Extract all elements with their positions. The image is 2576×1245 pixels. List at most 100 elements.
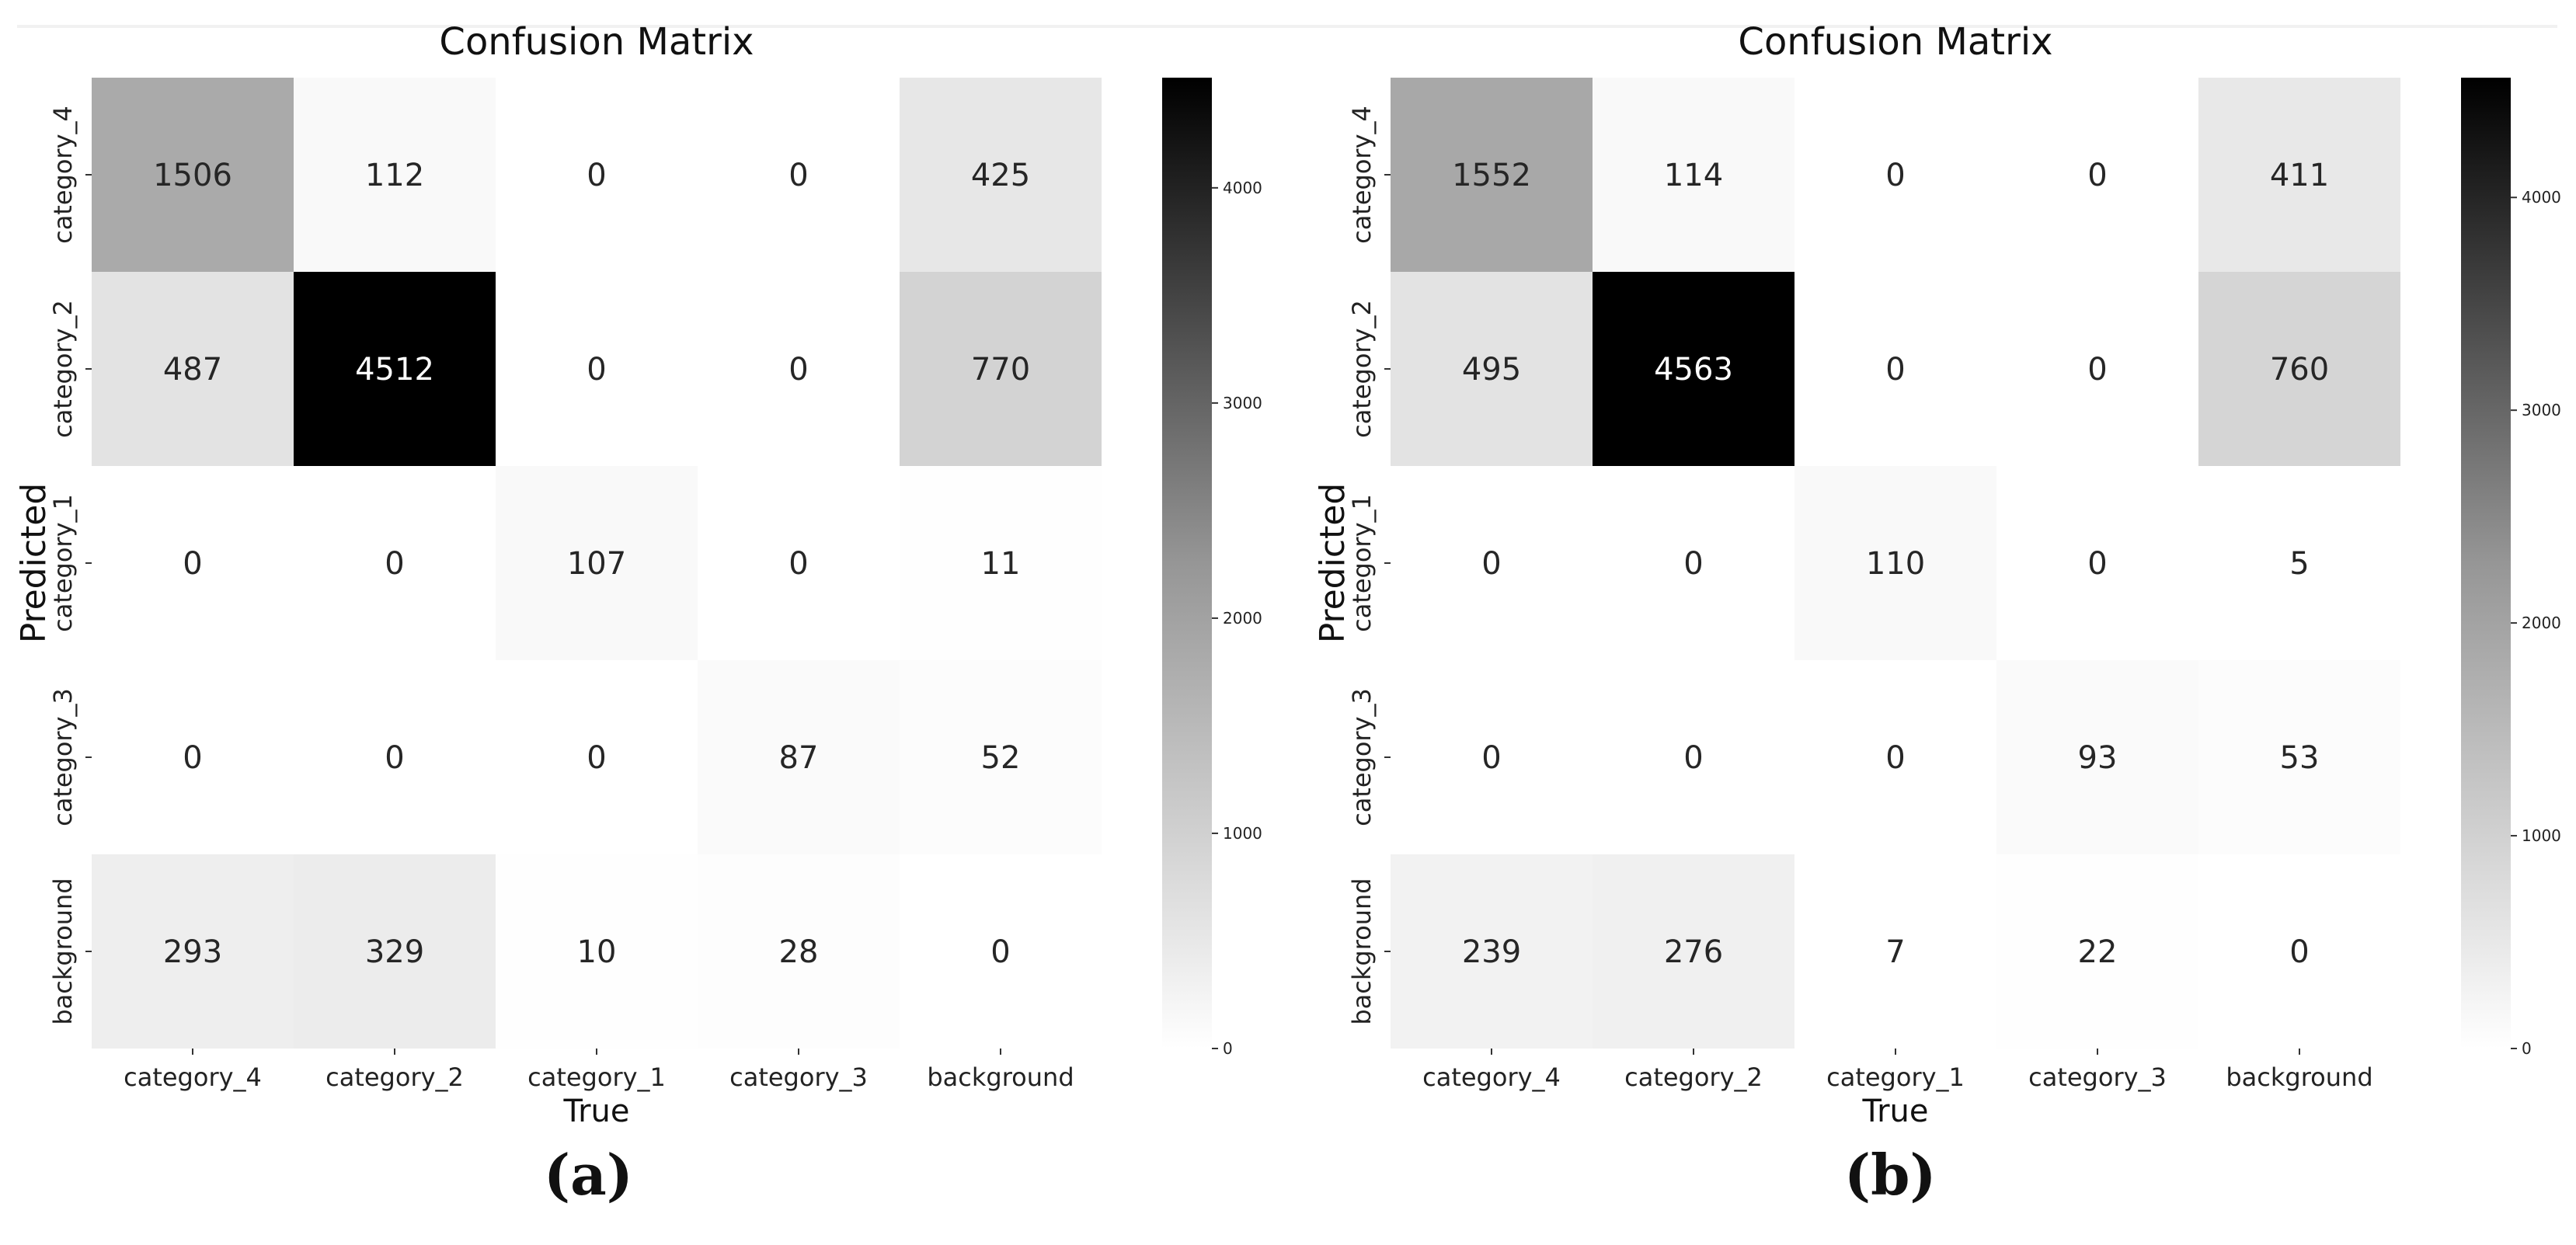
heatmap-cell xyxy=(1794,78,1996,272)
heatmap-cell xyxy=(1794,854,1996,1049)
y-tick-label: category_2 xyxy=(1347,300,1377,438)
y-axis-label: Predicted xyxy=(1313,483,1352,644)
cell-value-label: 107 xyxy=(567,546,626,582)
heatmap-cell xyxy=(1391,78,1593,272)
cell-value-label: 0 xyxy=(587,158,606,193)
cell-value-label: 1506 xyxy=(153,158,232,193)
y-tick-label: category_2 xyxy=(48,300,78,438)
cell-value-label: 52 xyxy=(981,740,1021,776)
colorbar xyxy=(2461,78,2511,1049)
x-tick-label: category_3 xyxy=(2028,1062,2167,1092)
chart-title: Confusion Matrix xyxy=(439,20,754,64)
top-rule xyxy=(17,25,2557,28)
colorbar-tick-label: 3000 xyxy=(1223,394,1262,412)
y-tick-label: background xyxy=(48,878,78,1024)
y-axis-label: Predicted xyxy=(14,483,54,644)
cell-value-label: 293 xyxy=(163,934,222,970)
cell-value-label: 0 xyxy=(587,740,606,776)
x-tick-label: category_4 xyxy=(1422,1062,1561,1092)
heatmap-cell xyxy=(294,466,496,660)
y-tick-label: category_4 xyxy=(1347,106,1377,244)
cell-value-label: 0 xyxy=(2087,158,2107,193)
heatmap-cell xyxy=(900,272,1102,466)
cell-value-label: 0 xyxy=(385,740,404,776)
cell-value-label: 0 xyxy=(788,352,808,388)
heatmap-cell xyxy=(1996,272,2198,466)
heatmap-cell xyxy=(698,272,900,466)
y-tick-label: category_4 xyxy=(48,106,78,244)
cell-value-label: 110 xyxy=(1866,546,1925,582)
cell-value-label: 28 xyxy=(779,934,819,970)
heatmap-cell xyxy=(1996,466,2198,660)
x-tick-label: background xyxy=(2226,1062,2372,1092)
heatmap-cell xyxy=(1794,272,1996,466)
cell-value-label: 0 xyxy=(183,740,202,776)
heatmap-cell xyxy=(698,854,900,1049)
heatmap-cell xyxy=(900,854,1102,1049)
heatmap-cell xyxy=(1391,660,1593,854)
cell-value-label: 0 xyxy=(788,546,808,582)
heatmap-cell xyxy=(1996,660,2198,854)
heatmap-cell xyxy=(2198,466,2400,660)
cell-value-label: 5 xyxy=(2289,546,2309,582)
cell-value-label: 0 xyxy=(2289,934,2309,970)
x-tick-label: background xyxy=(927,1062,1074,1092)
heatmap-cell xyxy=(1996,78,2198,272)
heatmap-cell xyxy=(496,272,698,466)
heatmap-cell xyxy=(1391,854,1593,1049)
panel-label-b: (b) xyxy=(1844,1142,1937,1208)
cell-value-label: 770 xyxy=(971,352,1030,388)
x-tick-label: category_4 xyxy=(124,1062,262,1092)
cell-value-label: 112 xyxy=(365,158,424,193)
heatmap-cell xyxy=(1593,78,1794,272)
heatmap-cell xyxy=(496,78,698,272)
heatmap-cell xyxy=(2198,272,2400,466)
y-tick-label: category_1 xyxy=(48,494,78,632)
heatmap-cell xyxy=(294,272,496,466)
x-tick-label: category_2 xyxy=(1624,1062,1763,1092)
x-axis-label: True xyxy=(563,1094,630,1129)
heatmap-cell xyxy=(1996,854,2198,1049)
cell-value-label: 0 xyxy=(1885,740,1905,776)
heatmap-cell xyxy=(92,466,294,660)
heatmap-cell xyxy=(496,854,698,1049)
heatmap-cell xyxy=(1593,854,1794,1049)
cell-value-label: 0 xyxy=(990,934,1010,970)
cell-value-label: 1552 xyxy=(1452,158,1531,193)
colorbar-tick-label: 2000 xyxy=(1223,609,1262,628)
cell-value-label: 0 xyxy=(2087,352,2107,388)
heatmap-cell xyxy=(2198,660,2400,854)
colorbar-tick-label: 4000 xyxy=(1223,179,1262,197)
colorbar-tick-label: 0 xyxy=(1223,1039,1233,1058)
x-tick-label: category_1 xyxy=(527,1062,666,1092)
cell-value-label: 22 xyxy=(2078,934,2118,970)
y-tick-label: category_3 xyxy=(1347,688,1377,826)
cell-value-label: 4512 xyxy=(355,352,434,388)
cell-value-label: 114 xyxy=(1664,158,1723,193)
cell-value-label: 329 xyxy=(365,934,424,970)
cell-value-label: 10 xyxy=(577,934,617,970)
cell-value-label: 239 xyxy=(1462,934,1521,970)
heatmap-cell xyxy=(496,466,698,660)
cell-value-label: 0 xyxy=(1481,740,1501,776)
heatmap-cell xyxy=(92,854,294,1049)
cell-value-label: 0 xyxy=(1683,740,1703,776)
cell-value-label: 4563 xyxy=(1654,352,1733,388)
panel-label-a: (a) xyxy=(544,1142,633,1208)
cell-value-label: 0 xyxy=(587,352,606,388)
heatmap-cell xyxy=(2198,78,2400,272)
heatmap-cell xyxy=(92,78,294,272)
cell-value-label: 0 xyxy=(385,546,404,582)
heatmap-cell xyxy=(1593,660,1794,854)
cell-value-label: 276 xyxy=(1664,934,1723,970)
cell-value-label: 0 xyxy=(1683,546,1703,582)
heatmap-cell xyxy=(92,660,294,854)
cell-value-label: 495 xyxy=(1462,352,1521,388)
y-tick-label: background xyxy=(1347,878,1377,1024)
heatmap-cell xyxy=(1794,660,1996,854)
heatmap-cell xyxy=(698,78,900,272)
colorbar-tick-label: 1000 xyxy=(2522,826,2561,845)
